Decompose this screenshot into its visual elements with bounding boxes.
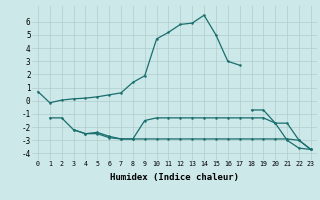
X-axis label: Humidex (Indice chaleur): Humidex (Indice chaleur) [110, 173, 239, 182]
